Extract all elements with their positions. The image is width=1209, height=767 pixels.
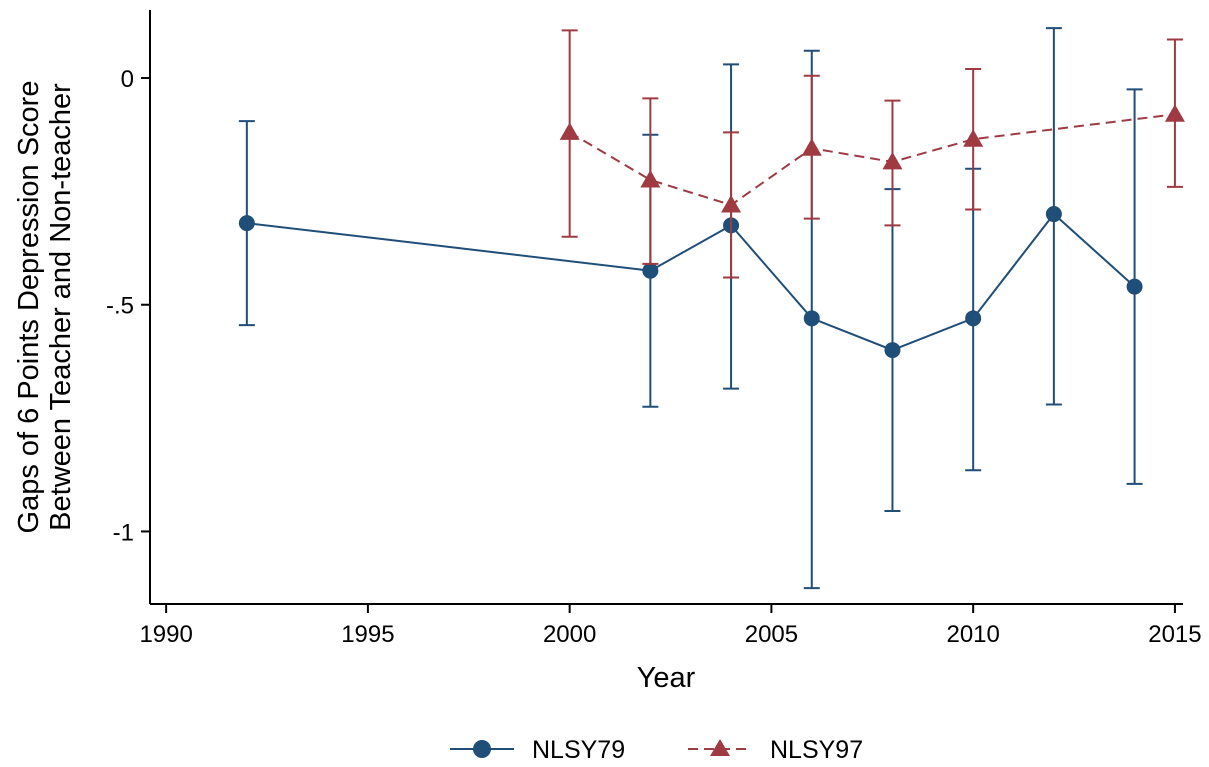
x-tick-label: 2005 [745, 621, 798, 648]
y-tick-label: -1 [113, 519, 134, 546]
legend: NLSY79 NLSY97 [450, 736, 863, 764]
x-tick-label: 2010 [946, 621, 999, 648]
data-point-nlsy79 [1126, 278, 1143, 295]
x-axis-ticks: 1990 1995 2000 2005 2010 2015 [139, 604, 1202, 648]
legend-nlsy79-marker [473, 740, 491, 758]
data-point-nlsy97 [801, 138, 822, 156]
data-point-nlsy97 [721, 194, 742, 213]
y-tick-label: -.5 [106, 293, 134, 320]
y-axis-title-line-2: Between Teacher and Non-teacher [45, 83, 77, 531]
data-point-nlsy79 [238, 215, 255, 232]
axes [149, 10, 1183, 605]
data-point-nlsy79 [965, 310, 982, 327]
data-point-nlsy97 [559, 122, 580, 140]
y-tick-label: 0 [121, 66, 134, 93]
x-tick-label: 1995 [341, 621, 394, 648]
data-point-nlsy79 [642, 262, 659, 279]
plot-area [238, 27, 1185, 590]
series-nlsy79 [238, 27, 1143, 590]
data-point-nlsy79 [1045, 206, 1062, 223]
data-point-nlsy97 [640, 170, 661, 188]
data-point-nlsy97 [963, 129, 984, 147]
data-point-nlsy79 [884, 342, 901, 359]
data-point-nlsy97 [882, 151, 903, 170]
x-axis-title: Year [637, 662, 696, 694]
series-nlsy97 [559, 29, 1185, 279]
x-tick-label: 2015 [1148, 621, 1201, 648]
series-line-nlsy97 [569, 113, 1176, 207]
x-tick-label: 2000 [543, 621, 596, 648]
y-axis-ticks: 0 -.5 -1 [106, 66, 150, 546]
x-tick-label: 1990 [139, 621, 192, 648]
data-point-nlsy97 [1164, 104, 1185, 122]
legend-nlsy97-label: NLSY97 [770, 736, 863, 764]
legend-nlsy97-marker [710, 739, 730, 756]
y-axis-title-line-1: Gaps of 6 Points Depression Score [13, 81, 45, 534]
series-line-nlsy79 [246, 212, 1136, 352]
data-point-nlsy79 [803, 310, 820, 327]
legend-nlsy79-label: NLSY79 [532, 736, 625, 764]
